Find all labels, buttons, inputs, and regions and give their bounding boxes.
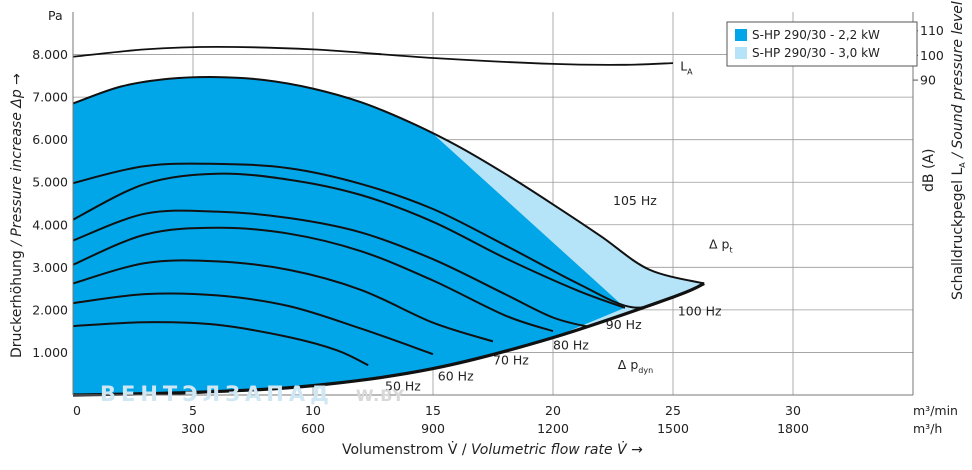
frequency-label: 80 Hz [553, 338, 589, 353]
frequency-curve-0 [72, 321, 369, 367]
y2-tick-label: 90 [920, 73, 936, 88]
fan-areas [73, 77, 705, 396]
x-tick-label-secondary: 1500 [657, 421, 689, 436]
x-unit-secondary: m³/h [913, 421, 942, 436]
legend-swatch-2-2kw [735, 29, 747, 41]
y-tick-label: 3.000 [32, 260, 68, 275]
y-axis-title: Druckerhöhung / Pressure increase Δp → [9, 73, 25, 358]
x-axis-title: Volumenstrom V̇ / Volumetric flow rate V… [342, 441, 643, 458]
x-tick-label: 15 [425, 403, 441, 418]
frequency-curve-1 [72, 292, 434, 356]
frequency-label: 60 Hz [438, 368, 474, 383]
y-tick-label: 7.000 [32, 90, 68, 105]
labels: 1.000 2.000 3.000 4.000 5.000 6.000 7.000 8.000… [32, 23, 944, 436]
y2-tick-label: 100 [920, 48, 944, 63]
y-tick-label: 2.000 [32, 302, 68, 317]
x-tick-label: 0 [73, 403, 81, 418]
area-2-2kw [73, 77, 625, 396]
x-tick-label: 25 [665, 403, 681, 418]
legend-box [726, 21, 918, 67]
x-tick-label: 20 [545, 403, 561, 418]
x-tick-label-secondary: 900 [421, 421, 445, 436]
y-tick-label: 5.000 [32, 175, 68, 190]
y-tick-label: 1.000 [32, 345, 68, 360]
frequency-curves [72, 45, 705, 397]
legend-swatch-3-0kw [735, 47, 747, 59]
y-tick-label: 6.000 [32, 132, 68, 147]
frequency-curve-6 [72, 162, 674, 309]
watermark: ВЕНТЭЛЗАПАД W.BY [100, 382, 405, 406]
legend-label-3-0kw: S-HP 290/30 - 3,0 kW [752, 46, 880, 60]
x-tick-label-secondary: 300 [181, 421, 205, 436]
system-curve [72, 282, 705, 397]
outer-envelope [72, 76, 705, 285]
legend-label-2-2kw: S-HP 290/30 - 2,2 kW [752, 28, 880, 42]
y2-axis-title: Schalldruckpegel LA / Sound pressure lev… [950, 0, 967, 300]
annotation-label: Δ pt [709, 237, 733, 255]
frequency-label: 100 Hz [678, 304, 722, 319]
legend: S-HP 290/30 - 2,2 kW S-HP 290/30 - 3,0 k… [726, 21, 918, 67]
y-tick-label: 4.000 [32, 217, 68, 232]
x-tick-label-secondary: 600 [301, 421, 325, 436]
frequency-label: 90 Hz [606, 317, 642, 332]
x-tick-label: 30 [785, 403, 801, 418]
y2-unit: dB (A) [921, 149, 937, 192]
y-tick-label: 8.000 [32, 47, 68, 62]
frequency-curve-2 [72, 259, 494, 343]
annotation-label: Δ pdyn [618, 357, 653, 375]
y-unit: Pa [48, 8, 63, 23]
x-tick-label: 10 [305, 403, 321, 418]
x-unit-primary: m³/min [913, 403, 958, 418]
axes [72, 12, 914, 396]
x-tick-label-secondary: 1200 [537, 421, 569, 436]
x-tick-label: 5 [189, 403, 197, 418]
annotation-label: LA [680, 59, 693, 77]
y2-tick-label: 110 [920, 23, 944, 38]
frequency-curve-4 [72, 209, 590, 328]
frequency-curve-3 [72, 226, 554, 333]
x-tick-label-secondary: 1800 [777, 421, 809, 436]
frequency-label: 70 Hz [493, 353, 529, 368]
frequency-label: 50 Hz [385, 378, 421, 393]
frequency-label: 105 Hz [613, 193, 657, 208]
frequency-curve-5 [72, 172, 626, 309]
sound-level-curve [72, 45, 674, 66]
